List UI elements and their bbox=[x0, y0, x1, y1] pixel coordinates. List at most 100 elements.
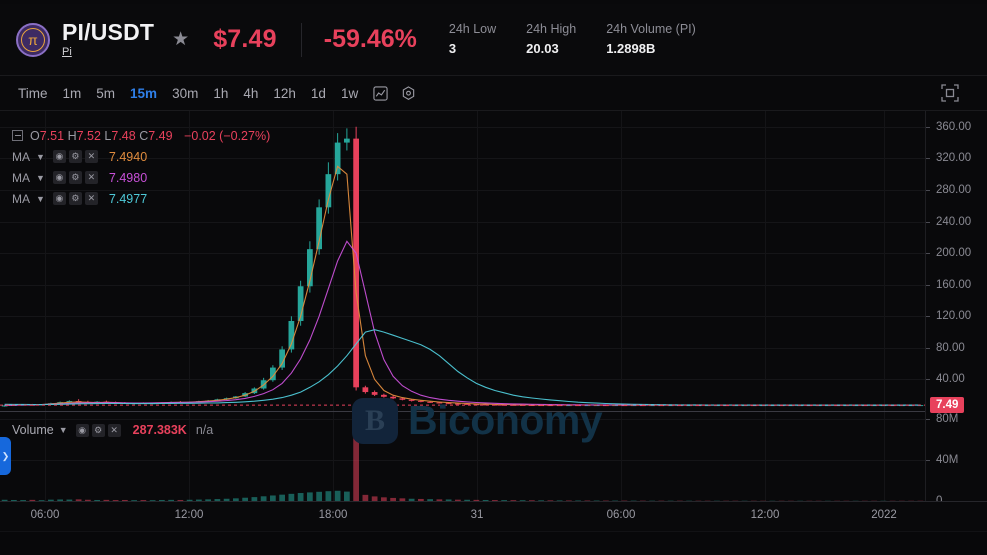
volume-axis-tick bbox=[926, 460, 930, 462]
price-axis-tick bbox=[926, 158, 930, 160]
stat-24h-volume: 24h Volume (PI) 1.2898B bbox=[606, 21, 696, 58]
ohlc-change: −0.02 (−0.27%) bbox=[184, 128, 271, 143]
interval-5m[interactable]: 5m bbox=[96, 85, 116, 101]
eye-icon[interactable]: ◉ bbox=[52, 150, 66, 163]
price-axis-label: 120.00 bbox=[936, 310, 972, 323]
stat-24h-high: 24h High 20.03 bbox=[526, 21, 576, 58]
chevron-down-icon[interactable]: ▼ bbox=[58, 425, 68, 435]
pi-coin-logo-icon: π bbox=[16, 22, 50, 57]
last-price: $7.49 bbox=[213, 25, 277, 53]
stat-label: 24h Volume (PI) bbox=[606, 22, 696, 36]
ma-row-2: MA ▼ ◉ ⚙ ✕ 7.4980 bbox=[12, 167, 270, 188]
time-axis-label: 18:00 bbox=[318, 509, 348, 521]
gear-icon[interactable]: ⚙ bbox=[91, 423, 105, 437]
close-icon[interactable]: ✕ bbox=[107, 423, 121, 437]
volume-axis-tick bbox=[926, 419, 930, 421]
ohlc-o-key: O bbox=[30, 128, 40, 143]
volume-axis-label: 40M bbox=[936, 454, 959, 467]
ma-value: 7.4980 bbox=[108, 170, 148, 185]
left-drawer-toggle[interactable]: ❯ bbox=[0, 437, 11, 475]
stat-label: 24h Low bbox=[448, 22, 497, 36]
pair-subtitle: Pi bbox=[62, 46, 72, 58]
interval-1w[interactable]: 1w bbox=[340, 85, 359, 101]
price-axis-tick bbox=[926, 253, 930, 255]
time-axis-label: 31 bbox=[470, 509, 484, 521]
close-icon[interactable]: ✕ bbox=[84, 150, 98, 163]
collapse-icon[interactable] bbox=[12, 130, 23, 141]
price-gridlines bbox=[0, 111, 925, 411]
ma-label: MA bbox=[12, 170, 30, 185]
stat-value: 1.2898B bbox=[606, 41, 656, 56]
time-axis[interactable]: 06:00 12:00 18:00 31 06:00 12:00 2022 bbox=[0, 501, 987, 529]
ohlc-o-val: 7.51 bbox=[39, 128, 65, 143]
eye-icon[interactable]: ◉ bbox=[52, 171, 66, 184]
pair-block: PI/USDT Pi bbox=[62, 20, 154, 59]
ma-value: 7.4977 bbox=[108, 191, 148, 206]
price-axis-tick bbox=[926, 379, 930, 381]
interval-12h[interactable]: 12h bbox=[273, 85, 296, 101]
ohlc-h-val: 7.52 bbox=[76, 128, 101, 143]
stat-value: 20.03 bbox=[526, 41, 559, 56]
price-axis-label: 280.00 bbox=[936, 183, 972, 196]
gear-icon[interactable]: ⚙ bbox=[68, 171, 82, 184]
volume-plot[interactable]: Volume ▼ ◉ ⚙ ✕ 287.383K n/a bbox=[0, 411, 925, 501]
time-axis-label: 2022 bbox=[871, 509, 897, 521]
chart-toolbar: Time 1m 5m 15m 30m 1h 4h 12h 1d 1w bbox=[0, 77, 987, 111]
price-axis-tick bbox=[926, 221, 930, 223]
eye-icon[interactable]: ◉ bbox=[52, 192, 66, 205]
price-axis-label: 320.00 bbox=[936, 152, 972, 165]
pair-name: PI/USDT bbox=[62, 19, 155, 45]
candles-icon[interactable] bbox=[373, 86, 388, 101]
price-change-percent: -59.46% bbox=[323, 25, 417, 53]
interval-1d[interactable]: 1d bbox=[310, 85, 326, 101]
price-axis-tick bbox=[926, 126, 930, 128]
price-axis-tick bbox=[926, 347, 930, 349]
price-plot[interactable] bbox=[0, 111, 925, 411]
volume-value: 287.383K bbox=[132, 423, 187, 437]
chevron-down-icon[interactable]: ▼ bbox=[36, 172, 45, 183]
ma-value: 7.4940 bbox=[108, 149, 148, 164]
price-axis[interactable]: 360.00 320.00 280.00 240.00 200.00 160.00 120.… bbox=[925, 111, 987, 414]
ohlc-c-key: C bbox=[139, 128, 149, 143]
footer-ghost-text bbox=[40, 546, 43, 555]
close-icon[interactable]: ✕ bbox=[84, 192, 98, 205]
chevron-down-icon[interactable]: ▼ bbox=[36, 151, 45, 162]
stat-value: 3 bbox=[448, 41, 457, 56]
price-axis-label: 40.00 bbox=[936, 373, 965, 386]
price-axis-label: 80.00 bbox=[936, 341, 965, 354]
time-axis-label: 12:00 bbox=[174, 509, 204, 521]
gear-icon[interactable] bbox=[401, 86, 416, 101]
interval-1m[interactable]: 1m bbox=[62, 85, 82, 101]
interval-1h[interactable]: 1h bbox=[213, 85, 229, 101]
price-axis-tick bbox=[926, 189, 930, 191]
footer-strip bbox=[0, 531, 987, 555]
favorite-star-icon[interactable]: ★ bbox=[172, 29, 190, 50]
ma-row-1: MA ▼ ◉ ⚙ ✕ 7.4940 bbox=[12, 146, 270, 167]
time-axis-label: 06:00 bbox=[606, 509, 636, 521]
gear-icon[interactable]: ⚙ bbox=[68, 150, 82, 163]
interval-4h[interactable]: 4h bbox=[243, 85, 259, 101]
ohlc-h-key: H bbox=[67, 128, 77, 143]
price-axis-label: 160.00 bbox=[936, 278, 972, 291]
ohlc-values: O7.51 H7.52 L7.48 C7.49 −0.02 (−0.27%) bbox=[30, 129, 270, 143]
interval-30m[interactable]: 30m bbox=[172, 85, 199, 101]
volume-label: Volume bbox=[12, 423, 54, 437]
gear-icon[interactable]: ⚙ bbox=[68, 192, 82, 205]
chevron-down-icon[interactable]: ▼ bbox=[36, 193, 45, 204]
price-axis-label: 200.00 bbox=[936, 247, 972, 260]
fullscreen-icon[interactable] bbox=[941, 84, 959, 107]
chart-area[interactable]: B Biconomy O7.51 H7.52 L7.48 C7.49 −0.02… bbox=[0, 111, 987, 507]
close-icon[interactable]: ✕ bbox=[84, 171, 98, 184]
eye-icon[interactable]: ◉ bbox=[75, 423, 89, 437]
ma-row-3: MA ▼ ◉ ⚙ ✕ 7.4977 bbox=[12, 188, 270, 209]
market-header: π PI/USDT Pi ★ $7.49 -59.46% 24h Low 3 2… bbox=[0, 4, 987, 76]
volume-axis-label: 80M bbox=[936, 413, 959, 426]
ohlc-c-val: 7.49 bbox=[148, 128, 173, 143]
candlestick-series bbox=[0, 126, 925, 407]
ma-label: MA bbox=[12, 149, 30, 164]
interval-15m[interactable]: 15m bbox=[130, 85, 158, 101]
stat-24h-low: 24h Low 3 bbox=[449, 21, 496, 58]
market-stats: 24h Low 3 24h High 20.03 24h Volume (PI)… bbox=[449, 21, 726, 58]
pi-symbol: π bbox=[21, 27, 45, 52]
